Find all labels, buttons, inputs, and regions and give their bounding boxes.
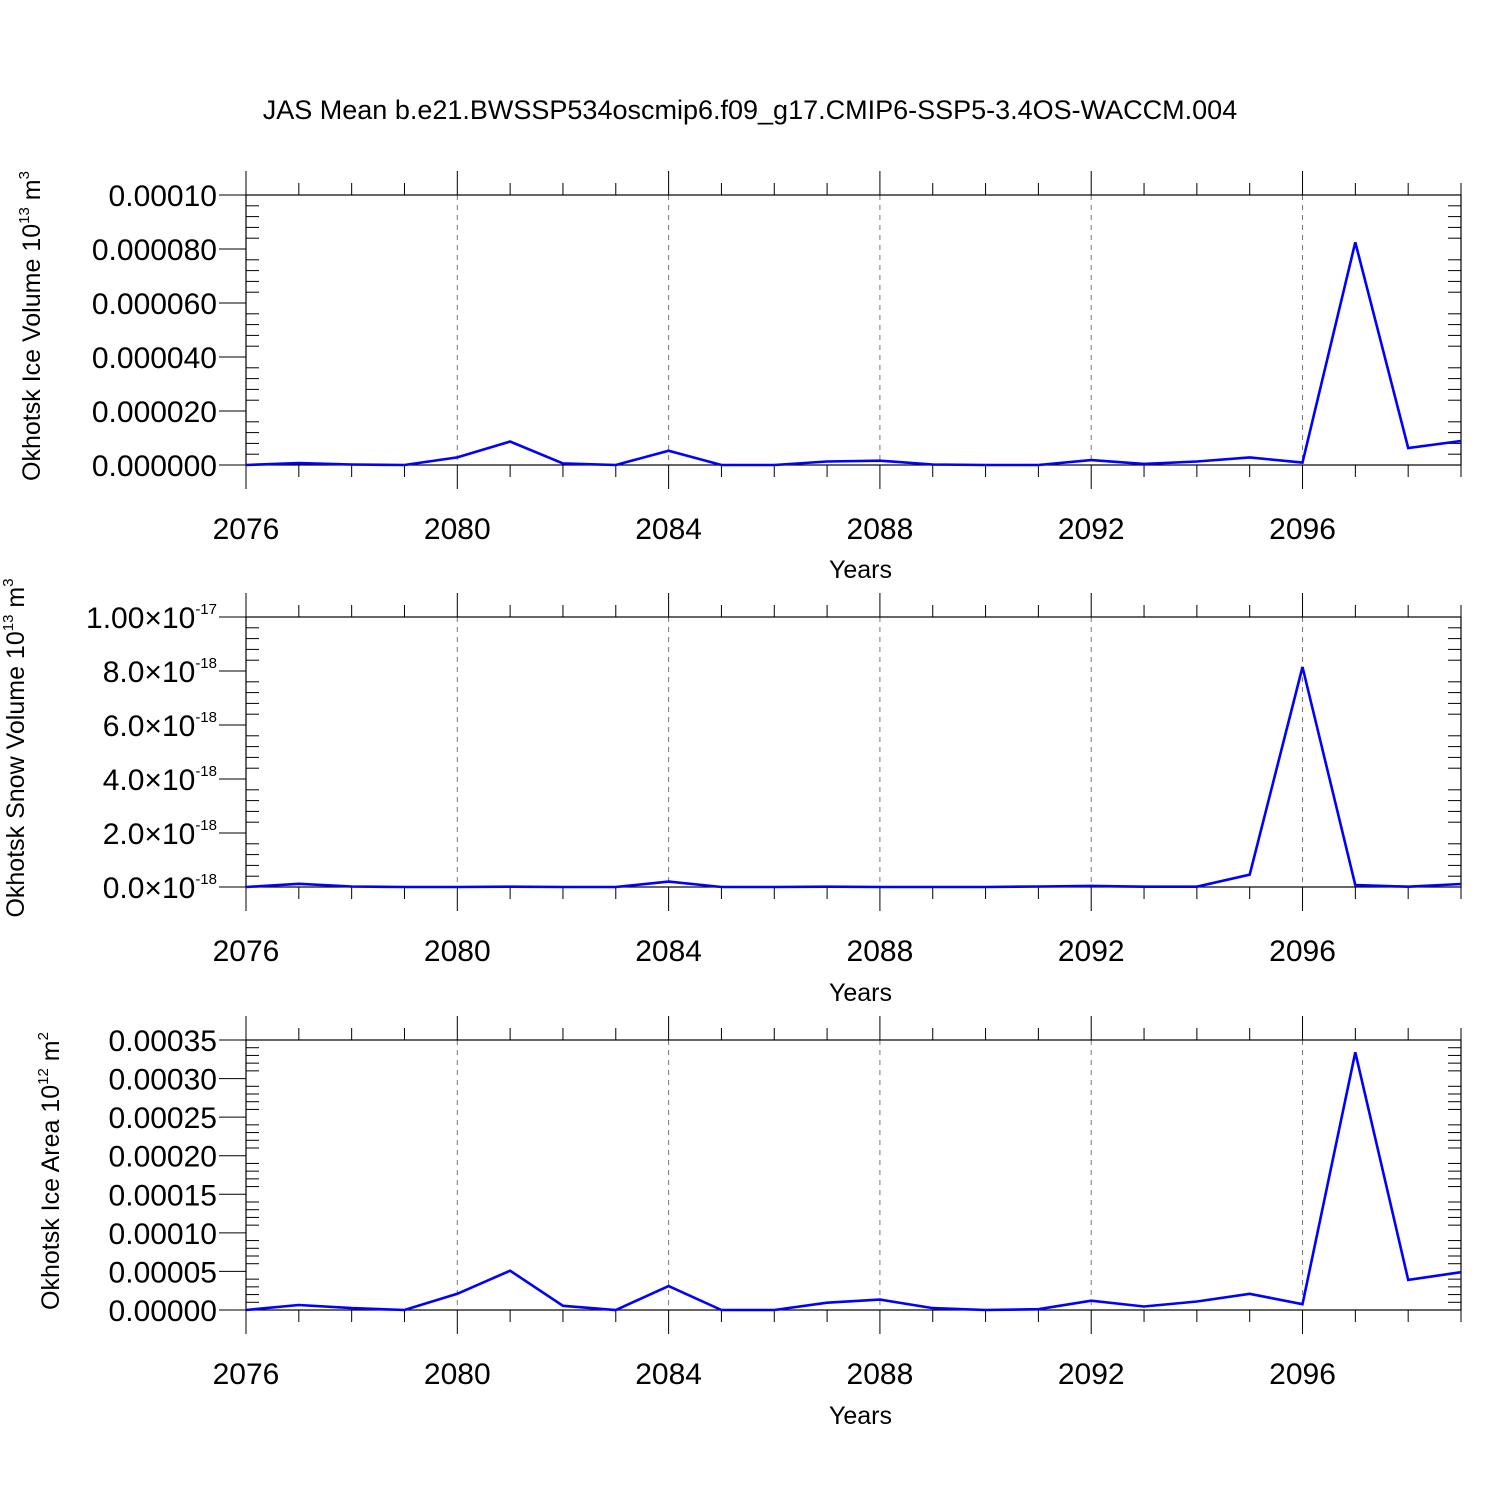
y-tick-label: 0.00010 [109, 180, 217, 213]
y-tick-label: 0.000080 [92, 234, 217, 267]
x-tick-label: 2092 [1058, 513, 1125, 546]
x-tick-label: 2092 [1058, 1358, 1125, 1391]
series-line [245, 1052, 1462, 1312]
y-axis-title: Okhotsk Snow Volume 1013 m3 [0, 578, 30, 917]
y-tick-label: 0.00005 [109, 1256, 217, 1289]
x-axis-title: Years [829, 556, 892, 584]
x-axis-title: Years [829, 1402, 892, 1430]
chart-panel-1: 2076 2080 2084 2088 2092 2096 0.000000 0.000020… [16, 171, 1462, 584]
main-title: JAS Mean b.e21.BWSSP534oscmip6.f09_g17.C… [263, 95, 1237, 125]
chart-panel-3: 2076 2080 2084 2088 2092 2096 0.00000 0.00005 0.… [35, 1016, 1462, 1430]
x-tick-label: 2096 [1269, 935, 1336, 968]
x-tick-label: 2092 [1058, 935, 1125, 968]
x-tick-label: 2084 [635, 935, 702, 968]
y-tick-label: 1.00×10-17 [86, 601, 217, 635]
y-tick-label: 4.0×10-18 [103, 763, 217, 797]
y-tick-label: 0.00015 [109, 1179, 217, 1212]
y-axis-title: Okhotsk Ice Area 1012 m2 [35, 1032, 65, 1310]
x-tick-label: 2096 [1269, 513, 1336, 546]
y-tick-label: 0.00020 [109, 1141, 217, 1174]
x-tick-label: 2084 [635, 1358, 702, 1391]
series-line [245, 241, 1462, 467]
y-tick-label: 0.0×10-18 [103, 871, 217, 905]
x-axis-title: Years [829, 979, 892, 1007]
x-tick-label: 2088 [847, 1358, 914, 1391]
x-tick-label: 2084 [635, 513, 702, 546]
chart-panel-2: 2076 2080 2084 2088 2092 2096 0.0×10-18 2.0×10-… [0, 578, 1462, 1007]
x-tick-label: 2096 [1269, 1358, 1336, 1391]
series-line [245, 666, 1462, 889]
y-tick-label: 0.00030 [109, 1064, 217, 1097]
y-tick-label: 6.0×10-18 [103, 709, 217, 743]
x-tick-label: 2080 [424, 1358, 491, 1391]
panels: 2076 2080 2084 2088 2092 2096 0.000000 0.000020… [0, 171, 1462, 1430]
y-tick-label: 0.000040 [92, 342, 217, 375]
y-tick-label: 0.000060 [92, 288, 217, 321]
x-tick-label: 2080 [424, 513, 491, 546]
y-tick-label: 0.00025 [109, 1102, 217, 1135]
x-tick-label: 2088 [847, 935, 914, 968]
x-tick-label: 2088 [847, 513, 914, 546]
y-tick-label: 0.00010 [109, 1218, 217, 1251]
plot-frame [245, 194, 1462, 466]
y-tick-label: 2.0×10-18 [103, 817, 217, 851]
x-tick-label: 2076 [213, 513, 280, 546]
y-tick-label: 0.00000 [109, 1295, 217, 1328]
y-tick-label: 0.00035 [109, 1025, 217, 1058]
y-tick-label: 8.0×10-18 [103, 655, 217, 689]
y-tick-label: 0.000020 [92, 396, 217, 429]
x-tick-label: 2076 [213, 1358, 280, 1391]
y-tick-label: 0.000000 [92, 450, 217, 483]
plot-frame [245, 1039, 1462, 1311]
y-axis-title: Okhotsk Ice Volume 1013 m3 [16, 171, 46, 481]
x-tick-label: 2076 [213, 935, 280, 968]
x-tick-label: 2080 [424, 935, 491, 968]
